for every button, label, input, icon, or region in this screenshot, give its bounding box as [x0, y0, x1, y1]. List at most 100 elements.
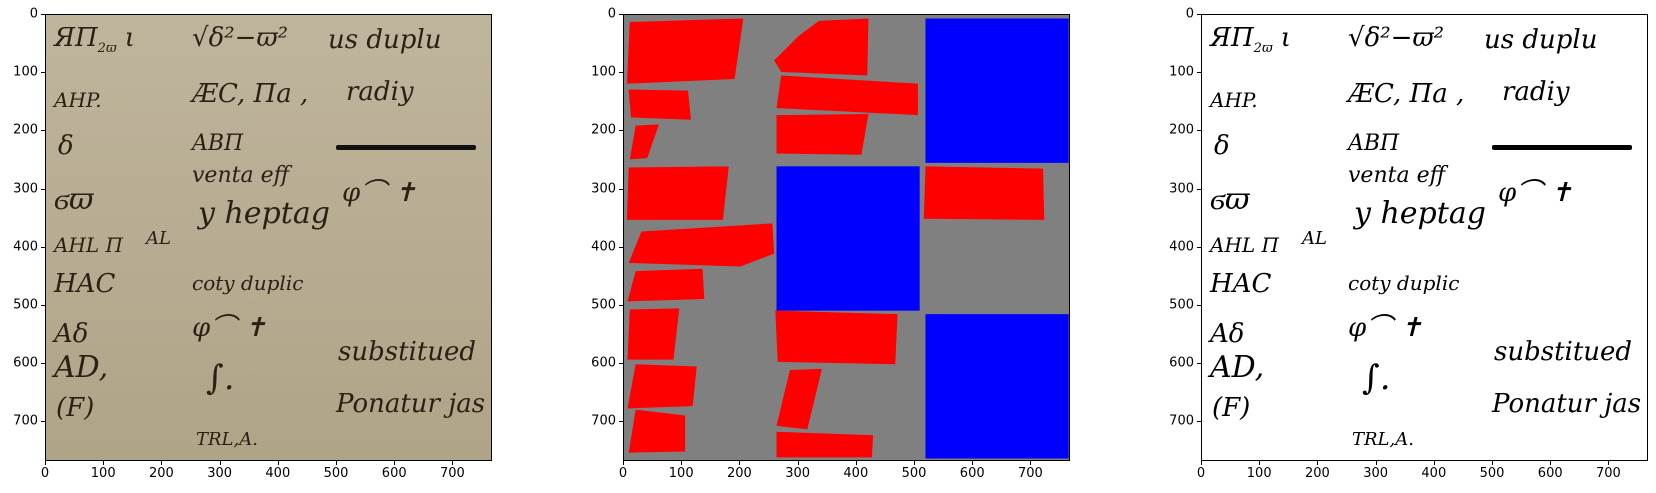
y-tick-label: 700: [13, 413, 38, 429]
y-tick-mark: [619, 14, 623, 15]
x-tick-label: 600: [381, 466, 407, 481]
handwriting: (F): [1212, 393, 1251, 423]
y-tick-mark: [41, 72, 45, 74]
y-tick-label: 500: [591, 297, 616, 313]
y-tick-mark: [619, 421, 623, 423]
x-tick-mark: [219, 461, 221, 465]
handwriting: √δ²−ϖ²: [192, 23, 289, 53]
x-tick-label: 500: [901, 466, 927, 481]
handwriting: φ⌒ ✝: [1348, 313, 1423, 343]
figure-region: [925, 314, 1069, 459]
handwriting: AHL Π: [54, 233, 123, 257]
x-tick-mark: [1550, 461, 1552, 465]
y-tick-label: 100: [591, 64, 616, 80]
x-tick-mark: [972, 461, 974, 465]
y-tick-mark: [1197, 246, 1201, 248]
x-tick-label: 100: [90, 466, 116, 481]
handwriting: δ: [58, 131, 74, 161]
text-region: [626, 18, 744, 84]
text-region: [627, 308, 680, 360]
x-tick-mark: [914, 461, 916, 465]
y-tick-label: 200: [13, 122, 38, 138]
y-tick-label: 300: [591, 181, 616, 197]
x-tick-label: 0: [1196, 466, 1206, 481]
x-tick-label: 0: [618, 466, 628, 481]
handwriting: venta eff: [192, 163, 290, 188]
handwriting: y heptag: [1354, 196, 1486, 231]
x-tick-label: 400: [843, 466, 869, 481]
original-manuscript-panel: ЯП2ϖ ι √δ²−ϖ² us duplu AHP. ÆC, Πa , rad…: [45, 14, 492, 461]
binarized-manuscript-panel: ЯП2ϖ ι √δ²−ϖ² us duplu AHP. ÆC, Πa , rad…: [1201, 14, 1648, 461]
x-tick-label: 700: [1596, 466, 1621, 481]
handwriting: substitued: [338, 337, 477, 367]
text-region: [627, 364, 697, 409]
handwriting: ÆC, Πa ,: [192, 79, 309, 109]
handwriting: Ponatur jas: [1492, 389, 1642, 419]
x-tick-label: 300: [207, 466, 233, 481]
handwriting: ЯП2ϖ ι: [54, 23, 136, 57]
text-region: [776, 368, 822, 430]
handwriting: us duplu: [328, 25, 442, 55]
text-region: [923, 166, 1045, 220]
x-tick-mark: [336, 461, 338, 465]
handwriting: Aδ: [54, 319, 89, 349]
handwriting: radiy: [346, 77, 414, 107]
handwriting: AL: [1302, 228, 1327, 249]
x-tick-label: 500: [323, 466, 349, 481]
handwriting: AD,: [1210, 350, 1265, 385]
y-tick-mark: [41, 363, 45, 365]
y-tick-mark: [1197, 363, 1201, 365]
y-tick-label: 100: [13, 64, 38, 80]
handwriting: ABΠ: [192, 131, 244, 156]
text-region: [776, 75, 918, 116]
y-tick-mark: [41, 305, 45, 307]
x-tick-mark: [1608, 461, 1610, 465]
y-tick-mark: [41, 188, 45, 190]
y-tick-mark: [619, 72, 623, 74]
text-region: [626, 166, 729, 220]
x-tick-mark: [1433, 461, 1435, 465]
handwriting: ϭϖ: [54, 182, 94, 217]
strikethrough: [336, 145, 476, 150]
text-region: [774, 18, 869, 76]
x-tick-mark: [1030, 461, 1032, 465]
y-tick-mark: [41, 130, 45, 132]
x-tick-label: 600: [1537, 466, 1563, 481]
handwriting: substitued: [1494, 337, 1633, 367]
handwriting: ЯП2ϖ ι: [1210, 23, 1292, 57]
x-tick-label: 400: [265, 466, 291, 481]
y-tick-mark: [1197, 14, 1201, 15]
x-tick-label: 0: [40, 466, 50, 481]
handwriting: AD,: [54, 350, 109, 385]
handwriting: φ⌒ ✝: [192, 313, 267, 343]
y-tick-mark: [619, 246, 623, 248]
x-tick-mark: [1259, 461, 1261, 465]
handwriting: Ponatur jas: [336, 389, 486, 419]
handwriting: coty duplic: [1348, 271, 1460, 295]
y-tick-label: 0: [607, 6, 616, 22]
y-tick-mark: [1197, 421, 1201, 423]
y-tick-label: 400: [591, 239, 616, 255]
handwriting: ÆC, Πa ,: [1348, 79, 1465, 109]
figure-region: [925, 18, 1069, 163]
y-tick-label: 300: [1169, 181, 1194, 197]
x-tick-mark: [277, 461, 279, 465]
y-tick-mark: [41, 14, 45, 15]
x-tick-mark: [103, 461, 105, 465]
handwriting: us duplu: [1484, 25, 1598, 55]
handwriting: TRL,A.: [1352, 429, 1414, 450]
x-tick-label: 700: [1018, 466, 1043, 481]
y-tick-label: 0: [1185, 6, 1194, 22]
x-tick-label: 600: [959, 466, 985, 481]
x-tick-mark: [161, 461, 163, 465]
x-tick-mark: [1317, 461, 1319, 465]
mask-svg: [626, 18, 1069, 459]
y-tick-label: 500: [1169, 297, 1194, 313]
y-tick-mark: [1197, 188, 1201, 190]
y-tick-mark: [1197, 305, 1201, 307]
handwriting: Aδ: [1210, 319, 1245, 349]
y-tick-label: 400: [13, 239, 38, 255]
y-tick-label: 400: [1169, 239, 1194, 255]
handwriting: √δ²−ϖ²: [1348, 23, 1445, 53]
handwriting: ∫.: [206, 358, 235, 398]
